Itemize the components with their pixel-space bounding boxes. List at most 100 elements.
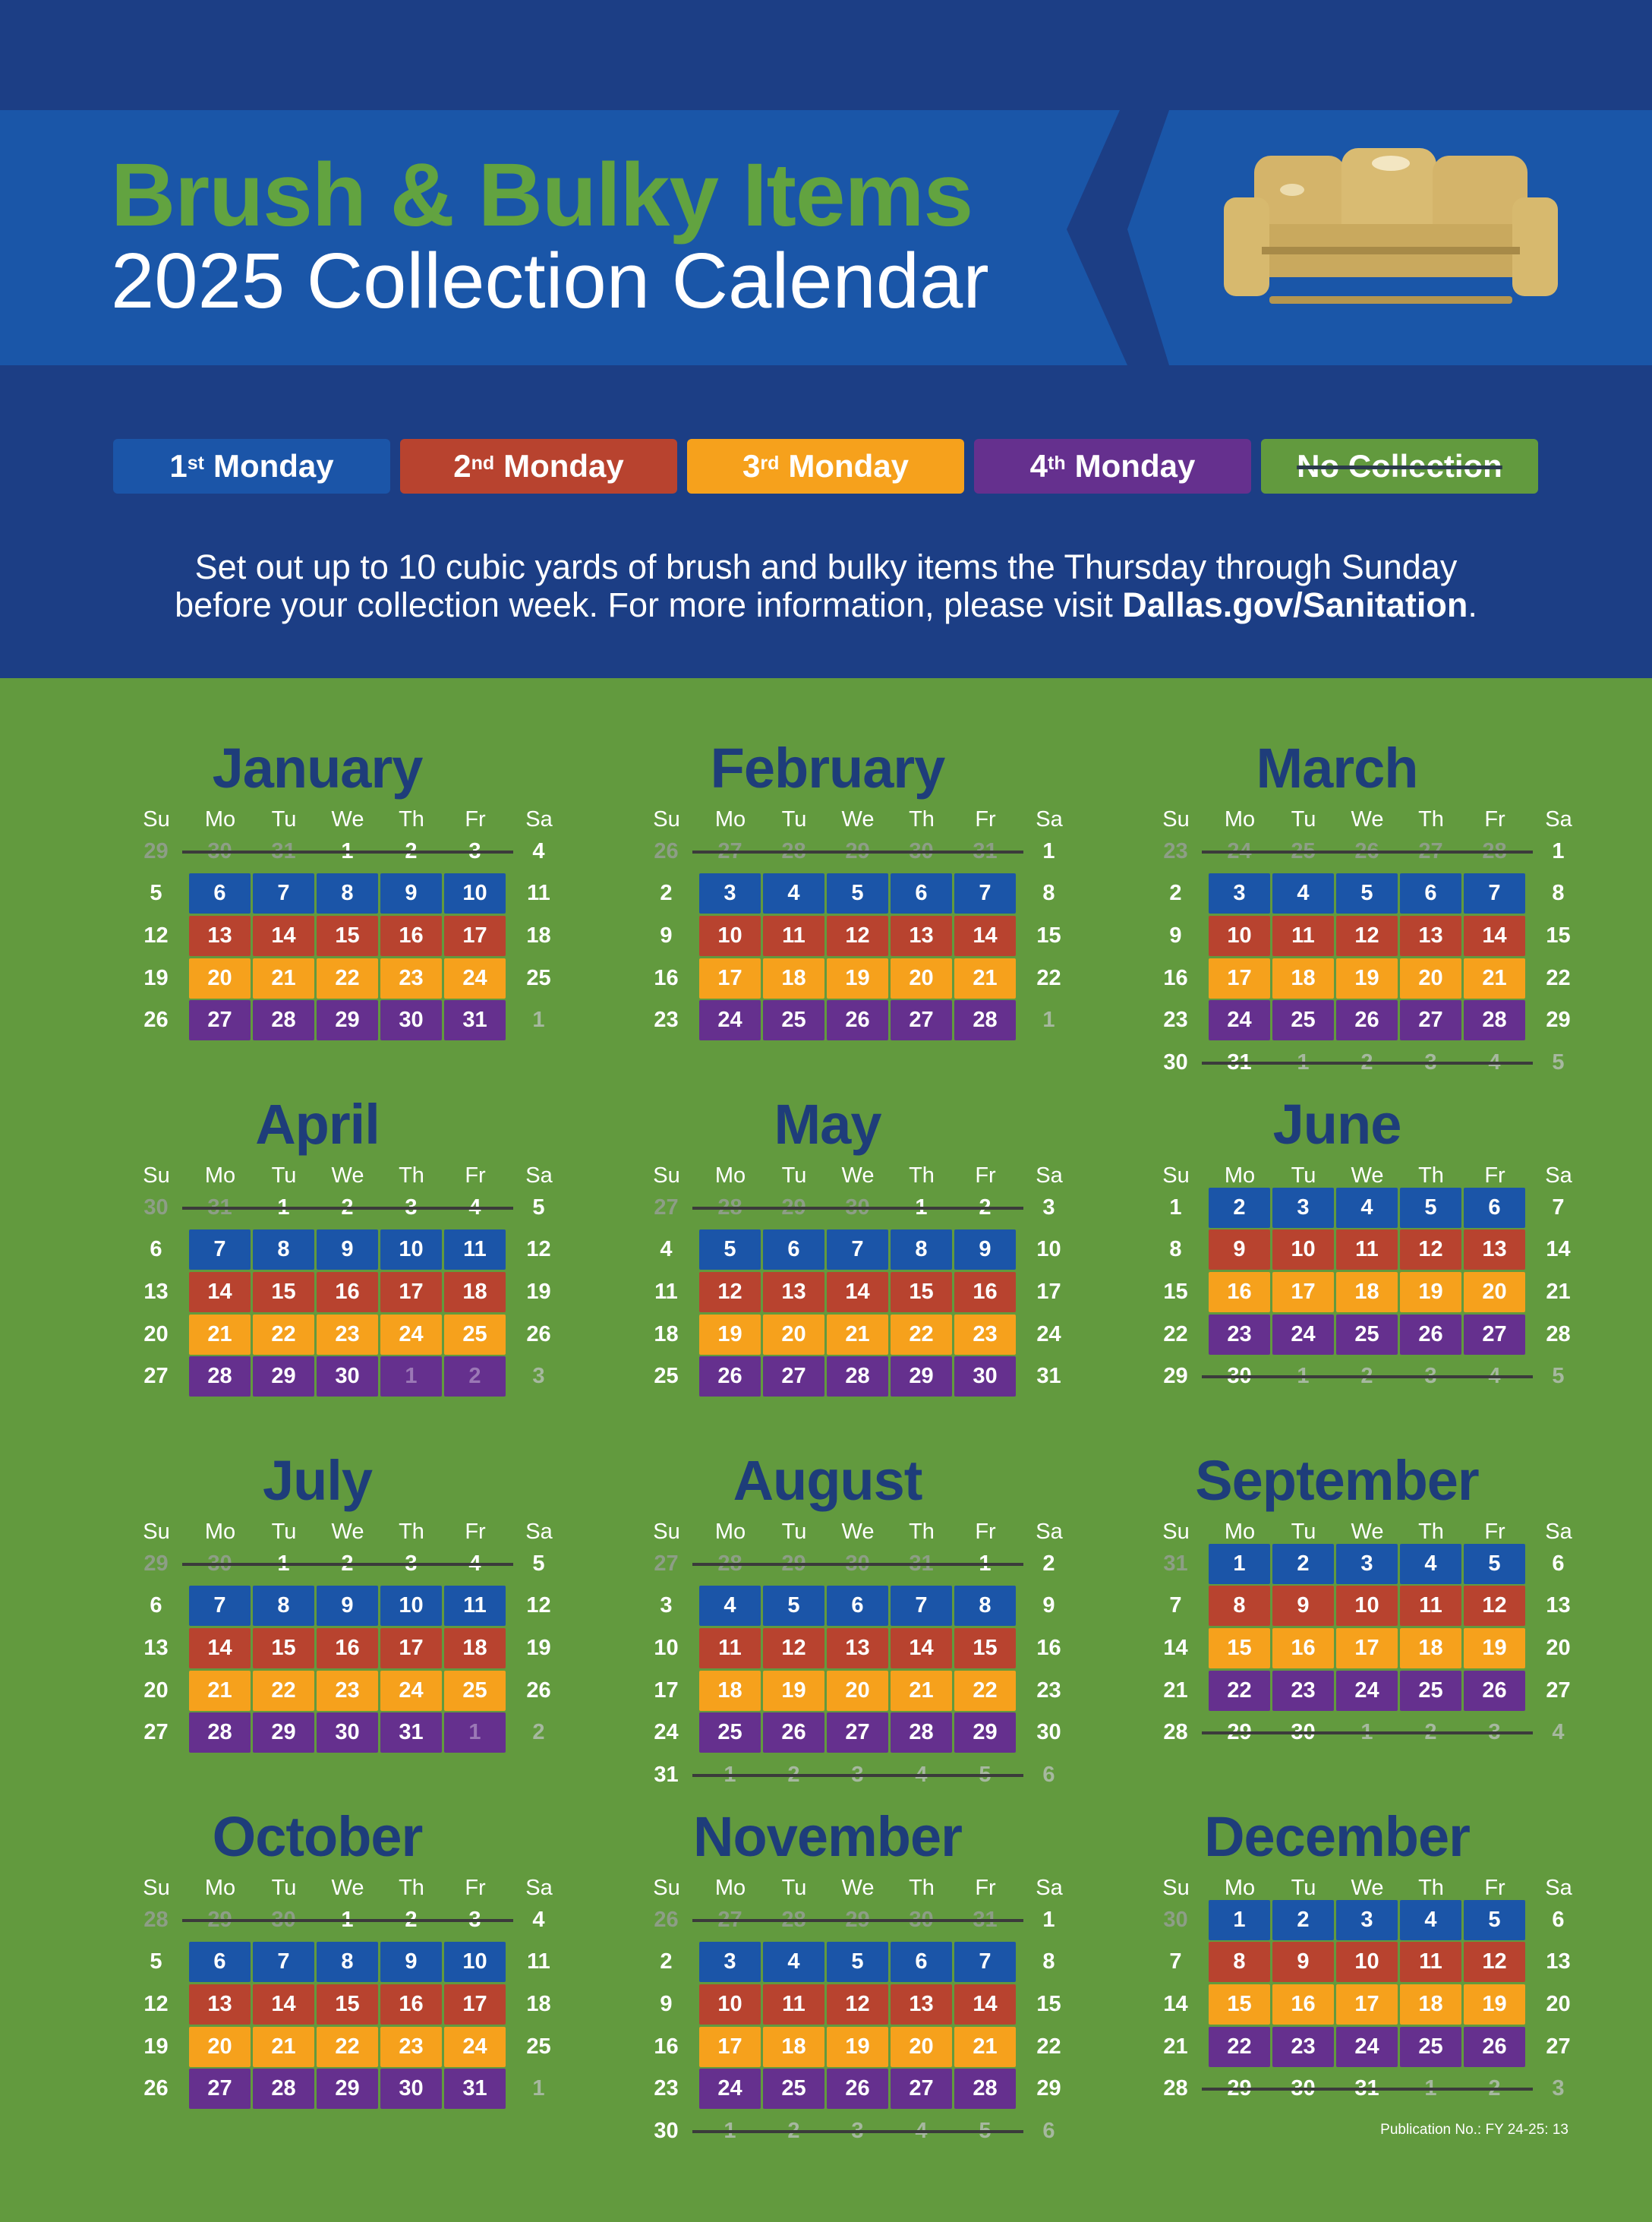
- collection-day: 1: [444, 1712, 506, 1753]
- collection-day: 21: [827, 1315, 888, 1355]
- no-collection-strike: [692, 2130, 1023, 2133]
- collection-day: 6: [891, 1942, 952, 1982]
- collection-day: 24: [1209, 1000, 1270, 1040]
- calendar-day: 13: [143, 1636, 169, 1660]
- adjacent-month-day: 2: [532, 1720, 545, 1744]
- calendar-day: 20: [1546, 1992, 1571, 2016]
- adjacent-month-day: 29: [143, 839, 169, 863]
- weekday-label: Sa: [1545, 1520, 1572, 1544]
- collection-day: 17: [1209, 958, 1270, 999]
- collection-day: 5: [827, 873, 888, 914]
- publication-number: Publication No.: FY 24-25: 13: [1380, 2122, 1568, 2138]
- collection-day: 18: [1336, 1272, 1398, 1312]
- collection-day: 15: [1209, 1628, 1270, 1668]
- collection-day: 12: [827, 1984, 888, 2025]
- collection-day: 30: [380, 1000, 442, 1040]
- collection-day: 14: [827, 1272, 888, 1312]
- adjacent-month-day: 29: [143, 1551, 169, 1576]
- collection-day: 10: [1272, 1229, 1334, 1270]
- calendar-day: 5: [150, 1949, 162, 1974]
- adjacent-month-day: 3: [532, 1364, 545, 1388]
- collection-day: 26: [827, 1000, 888, 1040]
- collection-day: 29: [317, 1000, 378, 1040]
- calendar-day: 27: [1546, 1678, 1571, 1703]
- collection-day: 12: [763, 1628, 824, 1668]
- sanitation-link[interactable]: Dallas.gov/Sanitation: [1122, 585, 1468, 624]
- calendar-day: 22: [1546, 966, 1571, 990]
- calendar-day: 22: [1036, 966, 1061, 990]
- weekday-label: Su: [143, 807, 170, 832]
- collection-day: 11: [763, 1984, 824, 2025]
- collection-day: 19: [699, 1315, 761, 1355]
- legend-no-collection: No Collection: [1261, 439, 1538, 494]
- calendar-day: 6: [1552, 1551, 1565, 1576]
- collection-day: 26: [1336, 1000, 1398, 1040]
- calendar-day: 13: [1546, 1593, 1571, 1618]
- weekday-label: Fr: [975, 807, 996, 832]
- collection-day: 8: [317, 1942, 378, 1982]
- collection-day: 15: [891, 1272, 952, 1312]
- collection-day: 11: [444, 1229, 506, 1270]
- collection-day: 28: [954, 2069, 1016, 2109]
- collection-day: 9: [380, 1942, 442, 1982]
- calendar-day: 2: [660, 1949, 673, 1974]
- collection-day: 29: [954, 1712, 1016, 1753]
- collection-day: 11: [1400, 1942, 1461, 1982]
- calendar-day: 4: [660, 1237, 673, 1261]
- weekday-label: We: [1351, 1163, 1384, 1188]
- calendar-day: 18: [526, 923, 551, 948]
- collection-day: 16: [317, 1628, 378, 1668]
- month-title: July: [262, 1449, 373, 1512]
- calendar-day: 9: [660, 1992, 673, 2016]
- collection-day: 3: [1272, 1188, 1334, 1228]
- weekday-label: Mo: [204, 807, 236, 832]
- no-collection-strike: [692, 1207, 1023, 1210]
- collection-day: 15: [317, 916, 378, 956]
- collection-day: 1: [1209, 1900, 1270, 1940]
- collection-day: 24: [699, 2069, 761, 2109]
- weekday-label: Tu: [271, 807, 297, 832]
- calendar-day: 30: [654, 2119, 679, 2143]
- collection-day: 15: [317, 1984, 378, 2025]
- adjacent-month-day: 30: [1163, 1908, 1188, 1932]
- collection-day: 27: [763, 1356, 824, 1397]
- collection-day: 2: [444, 1356, 506, 1397]
- collection-day: 11: [1336, 1229, 1398, 1270]
- calendar-day: 18: [526, 1992, 551, 2016]
- collection-day: 2: [1209, 1188, 1270, 1228]
- weekday-label: Mo: [714, 1520, 746, 1544]
- weekday-label: We: [841, 1163, 875, 1188]
- adjacent-month-day: 1: [532, 1008, 545, 1032]
- collection-day: 21: [253, 958, 314, 999]
- weekday-label: Tu: [271, 1163, 297, 1188]
- weekday-label: Fr: [1484, 1876, 1505, 1900]
- collection-day: 4: [1400, 1900, 1461, 1940]
- collection-day: 23: [380, 958, 442, 999]
- no-collection-strike: [692, 1919, 1023, 1922]
- collection-day: 16: [380, 1984, 442, 2025]
- calendar-day: 9: [1042, 1593, 1055, 1618]
- collection-day: 17: [1336, 1628, 1398, 1668]
- calendar-day: 26: [526, 1678, 551, 1703]
- collection-day: 20: [891, 2027, 952, 2067]
- calendar-day: 25: [654, 1364, 679, 1388]
- collection-day: 4: [1336, 1188, 1398, 1228]
- calendar-day: 23: [1036, 1678, 1061, 1703]
- collection-day: 10: [444, 1942, 506, 1982]
- calendar-day: 13: [1546, 1949, 1571, 1974]
- collection-day: 19: [827, 958, 888, 999]
- collection-day: 25: [444, 1671, 506, 1711]
- collection-day: 29: [253, 1712, 314, 1753]
- collection-day: 28: [954, 1000, 1016, 1040]
- collection-day: 7: [954, 1942, 1016, 1982]
- collection-day: 14: [189, 1272, 251, 1312]
- collection-day: 24: [1336, 2027, 1398, 2067]
- collection-day: 7: [189, 1586, 251, 1626]
- calendar-day: 23: [654, 1008, 679, 1032]
- instructions-text: Set out up to 10 cubic yards of brush an…: [175, 548, 1477, 624]
- collection-day: 27: [1400, 1000, 1461, 1040]
- adjacent-month-day: 27: [654, 1551, 679, 1576]
- calendar-day: 14: [1546, 1237, 1571, 1261]
- calendar-day: 8: [1042, 881, 1055, 905]
- calendar-day: 17: [654, 1678, 679, 1703]
